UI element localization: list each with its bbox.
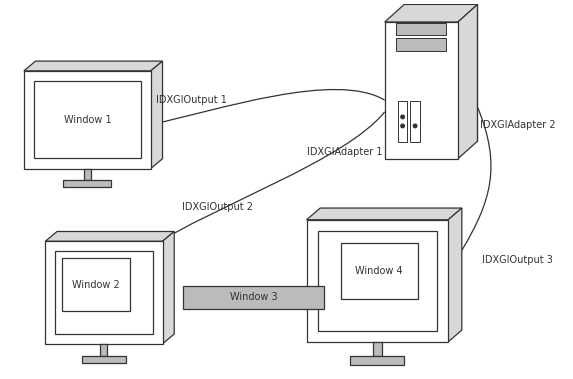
Text: Window 2: Window 2 (72, 280, 120, 290)
FancyBboxPatch shape (82, 356, 126, 363)
FancyBboxPatch shape (318, 231, 437, 330)
Text: IDXGIAdapter 1: IDXGIAdapter 1 (307, 147, 383, 157)
FancyBboxPatch shape (45, 241, 163, 344)
Polygon shape (24, 61, 163, 71)
FancyBboxPatch shape (24, 71, 151, 169)
FancyBboxPatch shape (100, 344, 108, 356)
Polygon shape (307, 208, 462, 220)
FancyBboxPatch shape (373, 342, 382, 357)
Polygon shape (45, 232, 174, 241)
Circle shape (401, 124, 405, 128)
Polygon shape (458, 5, 477, 159)
FancyBboxPatch shape (351, 357, 405, 365)
Text: IDXGIOutput 2: IDXGIOutput 2 (182, 202, 253, 211)
Text: Window 4: Window 4 (355, 266, 403, 276)
Polygon shape (384, 5, 477, 22)
FancyBboxPatch shape (404, 5, 477, 141)
FancyBboxPatch shape (341, 243, 418, 299)
FancyBboxPatch shape (84, 169, 91, 180)
FancyBboxPatch shape (183, 286, 324, 309)
FancyBboxPatch shape (398, 101, 407, 143)
FancyBboxPatch shape (397, 23, 446, 35)
FancyBboxPatch shape (410, 101, 420, 143)
Polygon shape (151, 61, 163, 169)
FancyBboxPatch shape (397, 38, 446, 50)
Text: IDXGIOutput 1: IDXGIOutput 1 (156, 95, 226, 105)
FancyBboxPatch shape (54, 251, 153, 334)
FancyBboxPatch shape (307, 220, 448, 342)
FancyBboxPatch shape (62, 258, 130, 312)
Polygon shape (448, 208, 462, 342)
Text: IDXGIAdapter 2: IDXGIAdapter 2 (480, 119, 556, 130)
FancyBboxPatch shape (384, 22, 458, 159)
Polygon shape (163, 232, 174, 344)
Circle shape (413, 124, 417, 128)
Text: Window 1: Window 1 (64, 115, 111, 125)
FancyBboxPatch shape (34, 81, 140, 158)
FancyBboxPatch shape (63, 180, 111, 187)
Text: Window 3: Window 3 (230, 293, 277, 302)
Text: IDXGIOutput 3: IDXGIOutput 3 (482, 255, 553, 265)
Circle shape (401, 115, 405, 119)
